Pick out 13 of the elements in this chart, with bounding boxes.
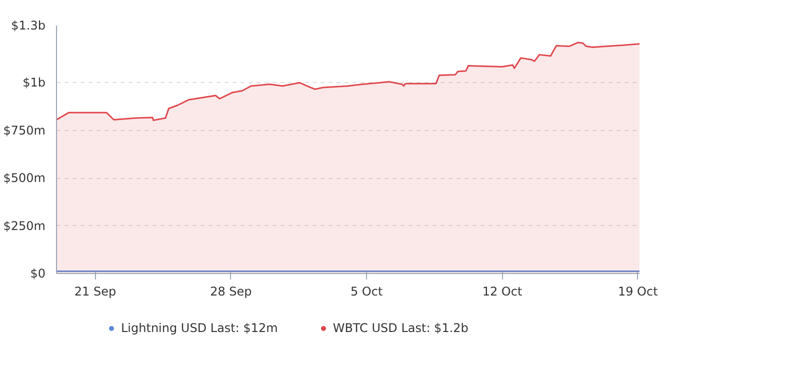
- y-tick-label: $1b: [22, 76, 46, 90]
- x-tick-label: 12 Oct: [482, 284, 522, 298]
- x-tick-label: 19 Oct: [618, 284, 658, 298]
- legend-label: WBTC USD Last: $1.2b: [332, 321, 468, 335]
- x-tick-label: 21 Sep: [74, 284, 116, 298]
- y-tick-label: $0: [30, 266, 46, 280]
- y-tick-label: $500m: [3, 171, 46, 186]
- y-tick-label: $750m: [3, 123, 46, 138]
- legend-label: Lightning USD Last: $12m: [121, 321, 278, 335]
- x-tick-label: 5 Oct: [350, 284, 383, 298]
- x-tick-label: 28 Sep: [210, 284, 252, 298]
- y-tick-label: $1.3b: [11, 18, 46, 32]
- y-tick-label: $250m: [3, 218, 46, 233]
